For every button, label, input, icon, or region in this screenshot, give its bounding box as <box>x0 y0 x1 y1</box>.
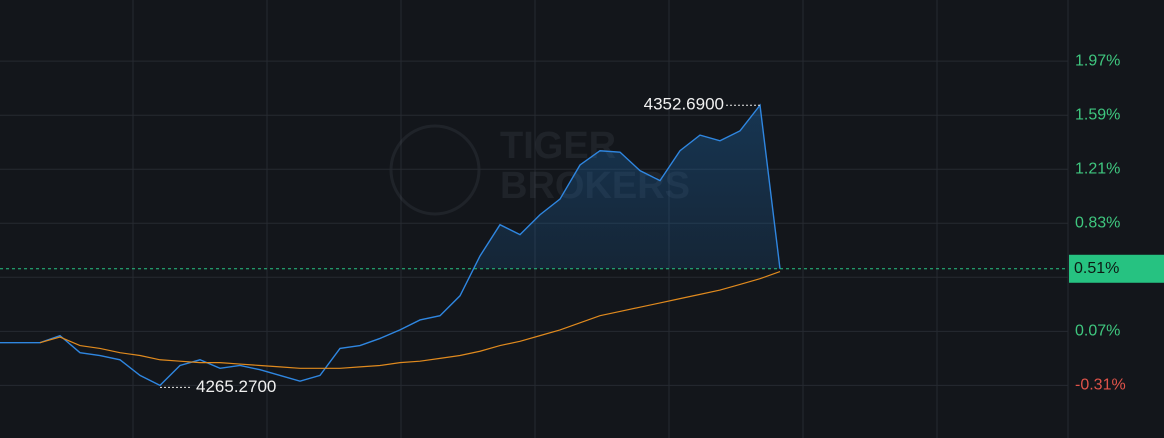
series-line <box>0 103 781 387</box>
current-box <box>1069 254 1164 283</box>
y-tick-label: -0.31% <box>1075 377 1126 394</box>
min-label: 4265.2700 <box>196 377 276 396</box>
series-line <box>39 271 781 369</box>
y-tick-label: 0.83% <box>1075 214 1120 231</box>
y-tick-label: 0.07% <box>1075 323 1120 340</box>
y-tick-label: 1.59% <box>1075 106 1120 123</box>
y-tick-label: 1.97% <box>1075 52 1120 69</box>
max-label: 4352.6900 <box>644 95 724 114</box>
current-label: 0.51% <box>1074 260 1119 277</box>
area <box>473 105 780 269</box>
y-tick-label: 1.21% <box>1075 160 1120 177</box>
